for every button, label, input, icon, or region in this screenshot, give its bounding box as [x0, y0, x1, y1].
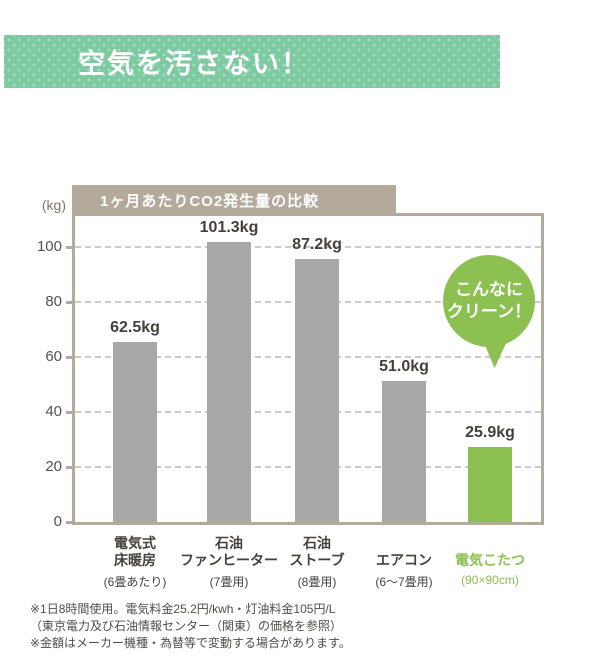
x-category-label: 電気こたつ (90×90cm) [438, 533, 542, 587]
bar-value-label: 51.0kg [379, 358, 429, 375]
y-tick [66, 301, 75, 304]
speech-bubble-circle: こんなに クリーン！ [443, 255, 535, 347]
y-tick-label: 80 [45, 293, 62, 310]
page-title: 空気を汚さない！ [78, 49, 310, 79]
chart-title: 1ヶ月あたりCO2発生量の比較 [100, 192, 320, 210]
x-category-name: 石油 ファンヒーター [180, 535, 278, 568]
x-category-sub: (6畳あたり) [103, 575, 167, 589]
x-category-label: エアコン (6～7畳用) [352, 533, 456, 590]
y-tick-label: 40 [45, 403, 62, 420]
header-banner: 空気を汚さない！ [4, 35, 500, 88]
y-tick-label: 100 [36, 238, 62, 255]
x-category-sub: (90×90cm) [461, 573, 519, 587]
chart-bar [468, 447, 512, 522]
bar-value-label: 25.9kg [465, 424, 515, 441]
gridline [75, 246, 541, 248]
x-category-label: 石油 ファンヒーター (7畳用) [177, 533, 281, 590]
chart-bar [295, 259, 339, 522]
y-axis-unit-label: (kg) [41, 197, 66, 213]
x-category-name: 電気こたつ [455, 552, 525, 568]
bubble-text-line2: クリーン！ [446, 302, 532, 321]
x-category-name: 石油 ストーブ [289, 535, 345, 568]
footnote-line: ※金額はメーカー機種・為替等で変動する場合があります。 [30, 636, 351, 650]
chart-bar [207, 242, 251, 522]
chart-bar [113, 342, 157, 522]
y-tick [66, 466, 75, 469]
x-category-sub: (8畳用) [297, 575, 337, 589]
y-tick-label: 20 [45, 458, 62, 475]
x-category-name: エアコン [376, 552, 432, 568]
chart-bar [382, 381, 426, 522]
y-tick [66, 246, 75, 249]
y-tick [66, 356, 75, 359]
bar-value-label: 101.3kg [199, 219, 259, 236]
bubble-text-line1: こんなに [455, 280, 523, 299]
y-tick [66, 411, 75, 414]
footnotes: ※1日8時間使用。電気料金25.2円/kwh・灯油料金105円/L （東京電力及び… [30, 601, 351, 652]
y-tick-label: 60 [45, 348, 62, 365]
chart-title-bar: 1ヶ月あたりCO2発生量の比較 [72, 185, 396, 215]
y-tick [66, 521, 75, 524]
bar-value-label: 62.5kg [110, 319, 160, 336]
x-category-label: 電気式 床暖房 (6畳あたり) [83, 533, 187, 590]
x-category-sub: (6～7畳用) [375, 575, 433, 589]
footnote-line: （東京電力及び石油情報センター（関東）の価格を参照） [30, 619, 343, 633]
y-tick-label: 0 [53, 513, 62, 530]
x-category-label: 石油 ストーブ (8畳用) [265, 533, 369, 590]
x-category-sub: (7畳用) [209, 575, 249, 589]
x-category-name: 電気式 床暖房 [114, 535, 156, 568]
footnote-line: ※1日8時間使用。電気料金25.2円/kwh・灯油料金105円/L [30, 602, 336, 616]
bar-value-label: 87.2kg [292, 236, 342, 253]
